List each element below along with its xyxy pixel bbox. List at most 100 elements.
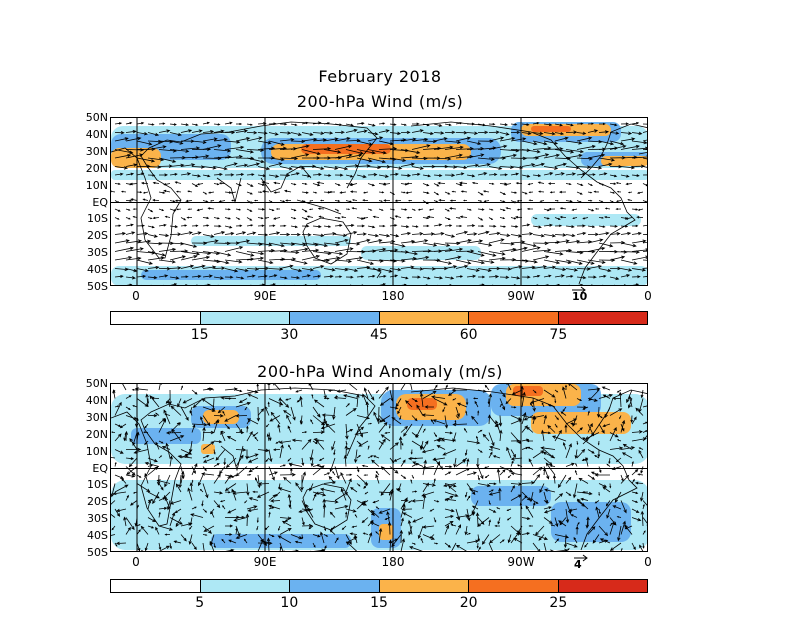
wind-vector-arrow <box>576 172 587 176</box>
wind-vector-arrow <box>290 153 310 159</box>
wind-vector-arrow <box>224 173 235 177</box>
wind-vector-arrow <box>422 428 426 433</box>
wind-vector-arrow <box>642 200 647 203</box>
wind-vector-arrow <box>312 172 322 177</box>
wind-vector-arrow <box>203 525 215 532</box>
wind-vector-arrow <box>125 494 129 501</box>
wind-vector-arrow <box>180 129 193 133</box>
wind-vector-arrow <box>411 172 421 176</box>
wind-vector-arrow <box>389 217 396 220</box>
wind-vector-arrow <box>176 208 182 211</box>
wind-vector-arrow <box>459 215 468 219</box>
wind-vector-arrow <box>433 145 454 150</box>
wind-vector-arrow <box>400 149 421 155</box>
wind-vector-arrow <box>399 529 404 544</box>
lon-label: 90E <box>253 555 277 569</box>
wind-vector-arrow <box>202 508 208 513</box>
lat-label: 50N <box>85 111 108 124</box>
wind-vector-arrow <box>475 552 489 553</box>
wind-vector-arrow <box>477 200 483 202</box>
wind-vector-arrow <box>554 423 558 428</box>
wind-vector-arrow <box>356 232 367 236</box>
wind-vector-arrow <box>587 410 590 416</box>
wind-vector-arrow <box>559 190 567 194</box>
wind-vector-arrow <box>466 224 476 228</box>
wind-vector-arrow <box>290 225 299 229</box>
wind-vector-arrow <box>510 406 517 409</box>
wind-vector-arrow <box>513 537 523 544</box>
wind-vector-arrow <box>191 466 196 475</box>
wind-vector-arrow <box>433 437 443 442</box>
wind-vector-arrow <box>180 251 201 256</box>
wind-vector-arrow <box>620 474 624 482</box>
wind-vector-arrow <box>158 525 174 531</box>
wind-vector-arrow <box>163 189 171 193</box>
wind-vector-arrow <box>565 172 577 176</box>
wind-vector-arrow <box>125 148 145 152</box>
wind-vector-arrow <box>444 123 452 127</box>
wind-vector-arrow <box>642 405 647 408</box>
wind-vector-arrow <box>554 172 565 176</box>
wind-vector-arrow <box>301 174 312 178</box>
wind-vector-arrow <box>449 199 457 202</box>
wind-vector-arrow <box>532 542 541 551</box>
wind-vector-arrow <box>125 517 135 531</box>
wind-vector-arrow <box>224 154 243 159</box>
wind-vector-arrow <box>367 132 379 136</box>
wind-vector-arrow <box>312 233 325 238</box>
wind-vector-arrow <box>362 199 369 202</box>
wind-vector-arrow <box>246 217 253 221</box>
wind-vector-arrow <box>345 123 354 127</box>
wind-vector-arrow <box>328 475 336 484</box>
wind-vector-arrow <box>219 466 226 475</box>
wind-vector-arrow <box>400 474 407 479</box>
wind-vector-arrow <box>429 534 435 539</box>
wind-vector-arrow <box>482 433 490 442</box>
wind-vector-arrow <box>246 130 258 135</box>
wind-vector-arrow <box>378 386 389 399</box>
wind-vector-arrow <box>114 274 124 278</box>
wind-vector-arrow <box>136 224 146 228</box>
wind-vector-arrow <box>345 250 366 254</box>
wind-vector-arrow <box>400 459 406 467</box>
wind-vector-arrow <box>180 275 189 279</box>
wind-vector-arrow <box>215 449 226 461</box>
wind-vector-arrow <box>411 432 419 438</box>
coastline <box>216 177 242 204</box>
wind-vector-arrow <box>394 199 402 202</box>
wind-vector-arrow <box>422 534 435 540</box>
wind-speed-shading <box>379 524 393 540</box>
wind-vector-arrow <box>334 166 349 171</box>
wind-vector-arrow <box>235 454 244 467</box>
wind-vector-arrow <box>378 208 384 211</box>
wind-vector-arrow <box>521 275 531 279</box>
wind-vector-arrow <box>323 251 344 256</box>
wind-vector-arrow <box>554 162 567 167</box>
wind-vector-arrow <box>383 199 391 202</box>
wind-vector-arrow <box>422 216 430 220</box>
wind-vector-arrow <box>320 199 324 202</box>
wind-vector-arrow <box>265 457 270 463</box>
wind-vector-arrow <box>399 415 402 421</box>
wind-vector-arrow <box>444 497 457 502</box>
wind-vector-arrow <box>440 437 457 442</box>
wind-vector-arrow <box>484 466 490 469</box>
wind-vector-arrow <box>466 495 471 501</box>
wind-vector-arrow <box>375 470 380 476</box>
wind-vector-arrow <box>594 473 611 477</box>
wind-vector-arrow <box>400 231 412 236</box>
wind-vector-arrow <box>345 149 364 155</box>
wind-vector-arrow <box>152 216 160 220</box>
wind-vector-arrow <box>410 479 413 484</box>
wind-vector-arrow <box>408 525 413 536</box>
wind-vector-arrow <box>411 275 421 279</box>
wind-vector-arrow <box>290 247 309 252</box>
wind-vector-arrow <box>290 232 301 237</box>
wind-vector-arrow <box>422 459 427 476</box>
wind-vector-arrow <box>246 208 253 212</box>
wind-vector-arrow <box>476 457 480 468</box>
wind-vector-arrow <box>356 466 360 473</box>
lat-label: 40N <box>85 127 108 141</box>
wind-vector-arrow <box>301 267 315 272</box>
wind-vector-arrow <box>632 283 640 285</box>
